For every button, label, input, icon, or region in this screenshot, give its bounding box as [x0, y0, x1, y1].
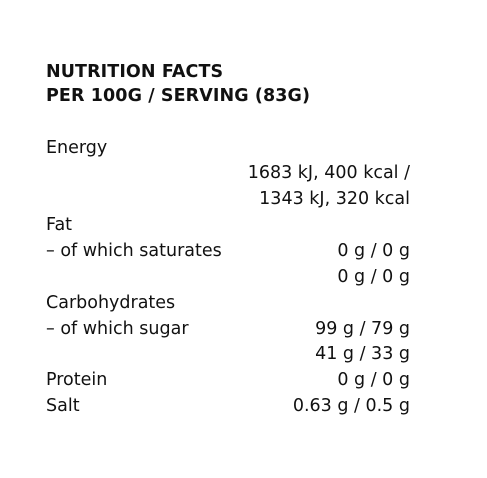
saturates-value: 0 g / 0 g [337, 267, 410, 287]
heading-subtitle: PER 100G / SERVING (83G) [46, 86, 311, 106]
sugar-label: – of which sugar [46, 319, 189, 339]
protein-label: Protein [46, 370, 108, 390]
fat-value: 0 g / 0 g [337, 241, 410, 261]
energy-value-line-1: 1683 kJ, 400 kcal / [247, 163, 410, 183]
saturates-label: – of which saturates [46, 241, 222, 261]
nutrition-heading: NUTRITION FACTS PER 100G / SERVING (83G) [46, 60, 310, 108]
protein-value: 0 g / 0 g [337, 370, 410, 390]
fat-label: Fat [46, 215, 73, 235]
salt-value: 0.63 g / 0.5 g [292, 396, 410, 416]
energy-label: Energy [46, 138, 108, 158]
sugar-value: 41 g / 33 g [315, 344, 410, 364]
carbohydrates-label: Carbohydrates [46, 293, 176, 313]
energy-value-line-2: 1343 kJ, 320 kcal [259, 189, 410, 209]
carbohydrates-value: 99 g / 79 g [315, 319, 410, 339]
salt-label: Salt [46, 396, 80, 416]
heading-title: NUTRITION FACTS [46, 62, 224, 82]
